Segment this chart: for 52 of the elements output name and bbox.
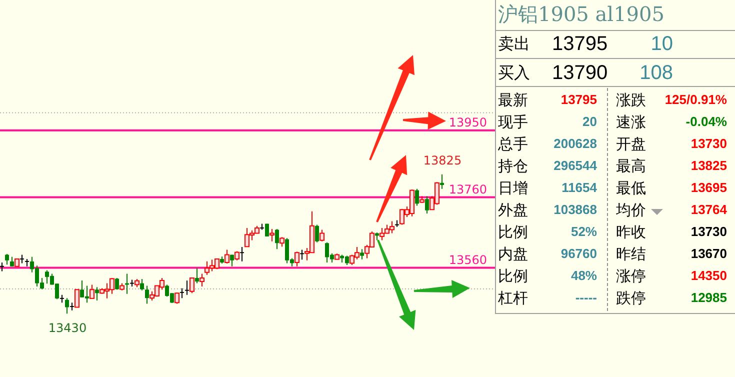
text: 杠杆 bbox=[498, 288, 528, 308]
text: 13790 bbox=[552, 62, 608, 84]
text: 12985 bbox=[690, 289, 727, 307]
text: 最高 bbox=[616, 156, 646, 176]
text: 最新 bbox=[498, 90, 528, 110]
y-tick-label: 13950 bbox=[448, 116, 487, 130]
text: 103868 bbox=[554, 201, 597, 219]
text: 开盘 bbox=[616, 134, 646, 154]
text: 现手 bbox=[498, 112, 528, 132]
text: -0.04% bbox=[686, 113, 727, 131]
text: 日增 bbox=[498, 178, 528, 198]
text: 11654 bbox=[562, 179, 597, 197]
text: 卖出 bbox=[498, 34, 530, 54]
annotation: 13825 bbox=[423, 153, 462, 168]
text: 涨停 bbox=[616, 266, 646, 286]
text: 48% bbox=[570, 267, 597, 285]
text: 沪铝1905 al1905 bbox=[498, 1, 664, 28]
text: 13730 bbox=[690, 223, 727, 241]
text: 内盘 bbox=[498, 244, 528, 264]
text: 最低 bbox=[616, 178, 646, 198]
text: 比例 bbox=[498, 266, 528, 286]
text: 总手 bbox=[498, 134, 528, 154]
text: ----- bbox=[575, 289, 597, 307]
text: 比例 bbox=[498, 222, 528, 242]
text: 14350 bbox=[690, 267, 727, 285]
text: 昨结 bbox=[616, 244, 646, 264]
text: 13730 bbox=[690, 135, 727, 153]
text: 13825 bbox=[690, 157, 727, 175]
text: 13695 bbox=[690, 179, 727, 197]
text: 13795 bbox=[552, 33, 608, 55]
text: 20 bbox=[582, 113, 597, 131]
text: 持仓 bbox=[498, 156, 528, 176]
text: 13670 bbox=[690, 245, 727, 263]
annotation: 13430 bbox=[48, 321, 87, 336]
text: 125/0.91% bbox=[664, 91, 727, 109]
text: 10 bbox=[650, 33, 673, 55]
y-tick-label: 13760 bbox=[448, 182, 487, 197]
text: 外盘 bbox=[498, 200, 528, 220]
text: 均价 bbox=[616, 200, 646, 220]
text: 200628 bbox=[554, 135, 597, 153]
y-tick-label: 13560 bbox=[448, 253, 487, 268]
text: 速涨 bbox=[616, 112, 646, 132]
text: 96760 bbox=[560, 245, 597, 263]
text: 昨收 bbox=[616, 222, 646, 242]
text: 涨跌 bbox=[616, 90, 646, 110]
text: 296544 bbox=[554, 157, 597, 175]
text: 13795 bbox=[560, 91, 597, 109]
text: 跌停 bbox=[616, 288, 646, 308]
text: 52% bbox=[570, 223, 597, 241]
text: 买入 bbox=[498, 63, 530, 83]
text: 108 bbox=[640, 62, 673, 84]
text: 13764 bbox=[690, 201, 727, 219]
